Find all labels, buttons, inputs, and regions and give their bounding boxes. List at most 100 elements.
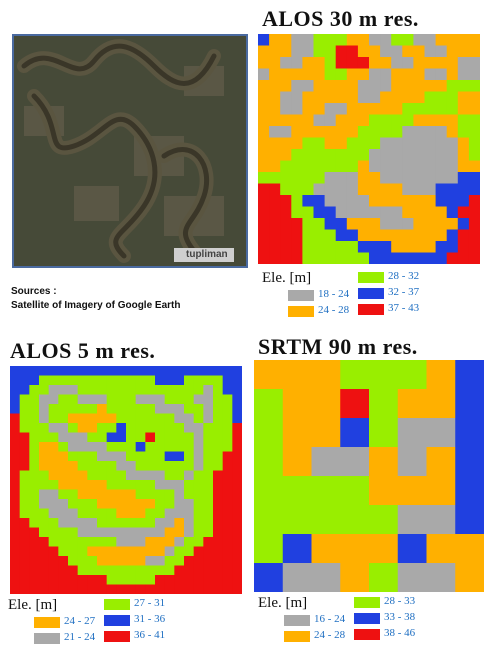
alos30-cell bbox=[357, 103, 370, 116]
alos30-cell bbox=[324, 137, 337, 150]
alos5-legend-label: 24 - 27 bbox=[64, 615, 96, 627]
alos30-cell bbox=[291, 206, 303, 219]
alos5-legend-swatch bbox=[104, 615, 130, 626]
alos5-cell bbox=[174, 499, 185, 510]
alos30-cell bbox=[324, 80, 337, 93]
alos5-cell bbox=[106, 499, 117, 510]
alos30-legend-swatch bbox=[288, 290, 314, 301]
alos30-legend: Ele. [m] 18 - 24 24 - 28 28 - 32 32 - 37 37 … bbox=[262, 270, 482, 330]
alos30-cell bbox=[380, 195, 392, 208]
alos5-cell bbox=[174, 461, 185, 472]
srtm90-legend-swatch bbox=[284, 631, 310, 642]
alos30-cell bbox=[346, 137, 359, 150]
alos5-cell bbox=[222, 375, 233, 386]
alos30-cell bbox=[380, 45, 392, 58]
alos5-cell bbox=[29, 537, 40, 548]
alos5-cell bbox=[48, 451, 59, 462]
alos30-cell bbox=[346, 34, 359, 47]
alos30-cell bbox=[413, 57, 426, 70]
alos30-cell bbox=[457, 149, 470, 162]
alos30-cell bbox=[291, 149, 303, 162]
alos30-cell bbox=[335, 68, 348, 81]
srtm90-legend-label: 16 - 24 bbox=[314, 613, 346, 625]
alos5-cell bbox=[39, 527, 50, 538]
alos5-cell bbox=[68, 394, 79, 405]
alos5-cell bbox=[68, 375, 79, 386]
srtm90-cell bbox=[282, 360, 313, 390]
alos30-cell bbox=[346, 206, 359, 219]
alos30-cell bbox=[457, 91, 470, 104]
alos5-cell bbox=[184, 432, 195, 443]
alos30-cell bbox=[413, 137, 426, 150]
alos5-cell bbox=[87, 527, 98, 538]
alos5-cell bbox=[232, 461, 242, 472]
alos5-cell bbox=[155, 565, 166, 576]
alos5-cell bbox=[203, 461, 214, 472]
alos30-cell bbox=[446, 80, 459, 93]
alos5-cell bbox=[155, 385, 166, 396]
alos5-cell bbox=[203, 584, 214, 594]
alos30-cell bbox=[369, 80, 381, 93]
alos5-cell bbox=[58, 489, 69, 500]
alos30-cell bbox=[258, 103, 270, 116]
alos30-cell bbox=[413, 114, 426, 127]
alos30-cell bbox=[291, 137, 303, 150]
alos5-cell bbox=[222, 394, 233, 405]
alos30-cell bbox=[391, 103, 403, 116]
alos5-cell bbox=[77, 366, 88, 377]
alos30-cell bbox=[302, 218, 315, 231]
srtm90-cell bbox=[282, 418, 313, 448]
alos5-cell bbox=[164, 366, 175, 377]
alos5-cell bbox=[58, 366, 69, 377]
alos30-cell bbox=[357, 229, 370, 242]
alos5-cell bbox=[39, 375, 50, 386]
alos5-cell bbox=[87, 442, 98, 453]
alos5-cell bbox=[135, 461, 146, 472]
alos5-cell bbox=[39, 508, 50, 519]
alos5-cell bbox=[155, 556, 166, 567]
alos5-cell bbox=[213, 385, 224, 396]
alos30-cell bbox=[468, 206, 480, 219]
alos5-cell bbox=[213, 584, 224, 594]
alos5-cell bbox=[10, 375, 21, 386]
alos5-cell bbox=[164, 480, 175, 491]
alos30-cell bbox=[380, 114, 392, 127]
alos30-cell bbox=[280, 172, 292, 185]
alos5-cell bbox=[97, 565, 108, 576]
alos5-cell bbox=[87, 556, 98, 567]
srtm90-cell bbox=[254, 476, 284, 506]
alos5-cell bbox=[203, 404, 214, 415]
alos30-cell bbox=[324, 183, 337, 196]
alos5-legend-swatch bbox=[104, 599, 130, 610]
alos30-cell bbox=[335, 252, 348, 264]
alos30-cell bbox=[313, 183, 326, 196]
alos5-cell bbox=[68, 575, 79, 586]
alos30-cell bbox=[269, 172, 281, 185]
srtm90-cell bbox=[426, 563, 456, 592]
alos5-cell bbox=[116, 489, 127, 500]
alos5-cell bbox=[126, 385, 137, 396]
alos30-cell bbox=[269, 45, 281, 58]
alos5-cell bbox=[193, 423, 204, 434]
alos5-cell bbox=[222, 404, 233, 415]
alos30-cell bbox=[269, 218, 281, 231]
alos5-cell bbox=[145, 461, 156, 472]
srtm90-cell bbox=[397, 534, 428, 564]
alos5-cell bbox=[126, 499, 137, 510]
alos5-cell bbox=[19, 565, 30, 576]
alos30-cell bbox=[468, 80, 480, 93]
alos5-cell bbox=[116, 423, 127, 434]
alos30-elevation-grid bbox=[258, 34, 480, 264]
alos5-cell bbox=[116, 518, 127, 529]
alos30-cell bbox=[391, 206, 403, 219]
alos5-cell bbox=[77, 461, 88, 472]
alos5-cell bbox=[203, 470, 214, 481]
alos5-cell bbox=[87, 518, 98, 529]
alos5-cell bbox=[213, 394, 224, 405]
alos5-cell bbox=[29, 385, 40, 396]
alos30-cell bbox=[335, 160, 348, 173]
alos30-cell bbox=[424, 183, 437, 196]
alos5-cell bbox=[77, 480, 88, 491]
alos5-cell bbox=[68, 432, 79, 443]
alos30-cell bbox=[280, 103, 292, 116]
